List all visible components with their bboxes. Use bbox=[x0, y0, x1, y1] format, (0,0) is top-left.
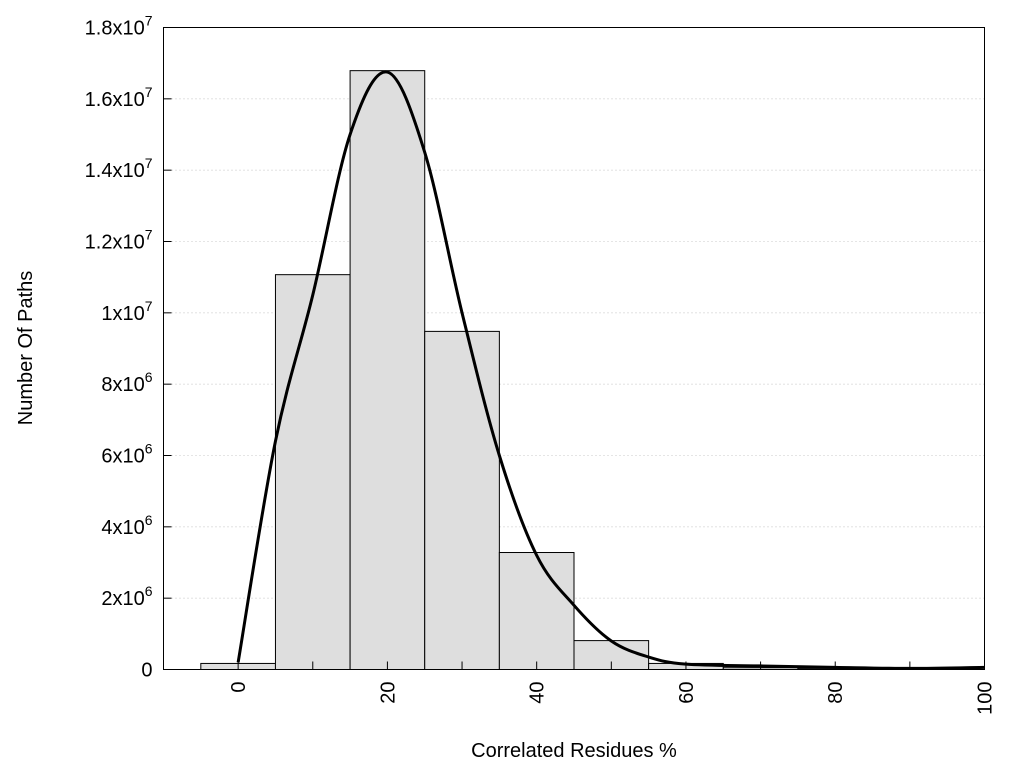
y-tick-label: 1.4x107 bbox=[85, 155, 153, 182]
x-tick-label: 60 bbox=[676, 682, 698, 704]
y-axis: 0 2x106 4x106 6x106 8x106 1x107 1.2x107 1.4x107… bbox=[85, 13, 172, 682]
y-tick-label: 2x106 bbox=[101, 583, 152, 610]
histogram-bar bbox=[498, 552, 575, 670]
x-tick-label: 40 bbox=[527, 682, 549, 704]
x-tick-label: 20 bbox=[377, 682, 399, 704]
x-axis: 0 20 40 60 80 100 bbox=[228, 661, 997, 715]
bars bbox=[200, 70, 948, 671]
y-tick-label: 6x106 bbox=[101, 441, 152, 468]
y-axis-label: Number Of Paths bbox=[15, 271, 37, 426]
x-axis-label: Correlated Residues % bbox=[471, 740, 677, 762]
y-tick-label: 1.8x107 bbox=[85, 13, 153, 40]
x-tick-label: 80 bbox=[825, 682, 847, 704]
y-tick-label: 1.6x107 bbox=[85, 84, 153, 111]
y-tick-label: 8x106 bbox=[101, 369, 152, 396]
y-tick-label: 1.2x107 bbox=[85, 227, 153, 254]
x-tick-label: 0 bbox=[228, 682, 250, 693]
histogram-bar bbox=[274, 274, 351, 670]
histogram-bar bbox=[349, 70, 426, 670]
y-tick-label: 0 bbox=[141, 660, 152, 682]
x-tick-label: 100 bbox=[975, 682, 997, 715]
plot-frame bbox=[163, 27, 985, 670]
histogram-bar bbox=[424, 330, 500, 670]
y-tick-label: 1x107 bbox=[101, 298, 152, 325]
y-tick-label: 4x106 bbox=[101, 512, 152, 539]
